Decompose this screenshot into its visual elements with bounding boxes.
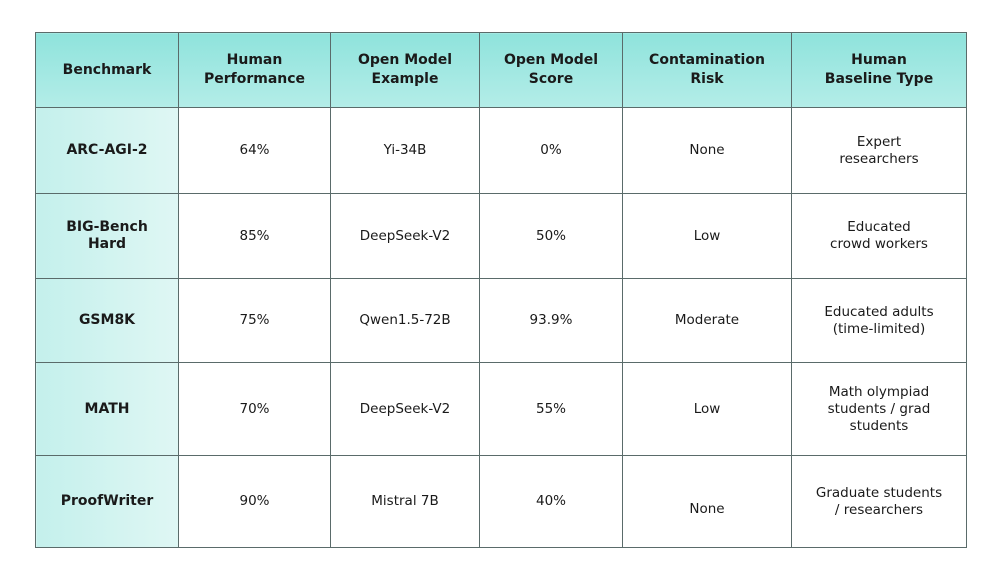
table-row: MATH 70% DeepSeek-V2 55% Low Math olympiad st…: [35, 362, 967, 456]
table-cell: DeepSeek-V2: [330, 193, 480, 279]
table-cell: 0%: [479, 107, 623, 194]
benchmark-cell: GSM8K: [35, 278, 179, 363]
table-cell: None: [622, 455, 792, 548]
table-cell: Low: [622, 362, 792, 456]
table-cell: 50%: [479, 193, 623, 279]
header-cell: Human Performance: [178, 32, 331, 108]
table-cell: Yi-34B: [330, 107, 480, 194]
table-cell: DeepSeek-V2: [330, 362, 480, 456]
table-cell: Low: [622, 193, 792, 279]
table-cell: None: [622, 107, 792, 194]
table-cell: 70%: [178, 362, 331, 456]
table-cell: 55%: [479, 362, 623, 456]
benchmark-cell: ProofWriter: [35, 455, 179, 548]
header-row: Benchmark Human Performance Open Model Exa…: [35, 32, 967, 108]
table-row: ARC-AGI-2 64% Yi-34B 0% None Expert researche…: [35, 107, 967, 194]
table-row: BIG-Bench Hard 85% DeepSeek-V2 50% Low Educat…: [35, 193, 967, 279]
header-cell: Contamination Risk: [622, 32, 792, 108]
header-cell: Benchmark: [35, 32, 179, 108]
table-cell: Qwen1.5-72B: [330, 278, 480, 363]
table-cell: Educated crowd workers: [791, 193, 967, 279]
table-row: ProofWriter 90% Mistral 7B 40% None Graduate …: [35, 455, 967, 548]
table-cell: 90%: [178, 455, 331, 548]
table-cell: 40%: [479, 455, 623, 548]
table-cell: Mistral 7B: [330, 455, 480, 548]
table-cell: Expert researchers: [791, 107, 967, 194]
header-cell: Open Model Example: [330, 32, 480, 108]
benchmark-cell: ARC-AGI-2: [35, 107, 179, 194]
table-cell: 64%: [178, 107, 331, 194]
header-cell: Open Model Score: [479, 32, 623, 108]
table-row: GSM8K 75% Qwen1.5-72B 93.9% Moderate Educated…: [35, 278, 967, 363]
benchmark-table: Benchmark Human Performance Open Model Exa…: [35, 32, 967, 548]
table-body: ARC-AGI-2 64% Yi-34B 0% None Expert researche…: [35, 107, 967, 548]
benchmark-cell: MATH: [35, 362, 179, 456]
table-cell: 85%: [178, 193, 331, 279]
table-cell: Educated adults (time-limited): [791, 278, 967, 363]
table-cell: Graduate students / researchers: [791, 455, 967, 548]
table-cell: Moderate: [622, 278, 792, 363]
table-cell: 75%: [178, 278, 331, 363]
benchmark-cell: BIG-Bench Hard: [35, 193, 179, 279]
table-cell: Math olympiad students / grad students: [791, 362, 967, 456]
table-cell: 93.9%: [479, 278, 623, 363]
header-cell: Human Baseline Type: [791, 32, 967, 108]
